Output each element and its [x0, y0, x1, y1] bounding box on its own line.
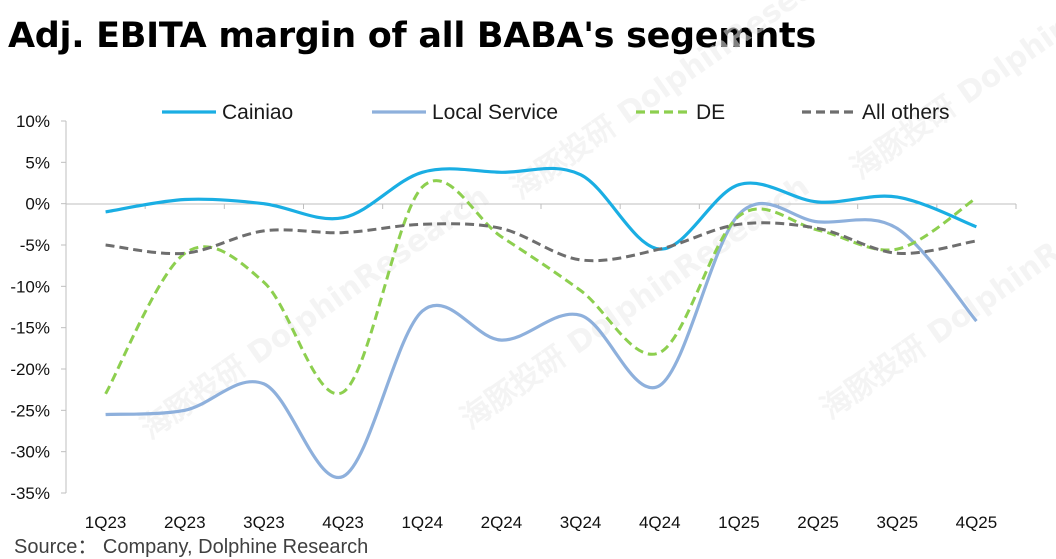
- legend-label-all-others: All others: [862, 101, 950, 124]
- x-tick-label: 2Q25: [797, 513, 839, 532]
- watermark-text: 海豚投研 DolphinResearch: [505, 0, 866, 207]
- series-line-all-others: [106, 223, 977, 261]
- y-tick-label: 0%: [25, 195, 50, 214]
- x-tick-label: 2Q24: [481, 513, 523, 532]
- legend-label-local-service: Local Service: [432, 101, 558, 124]
- x-tick-label: 1Q24: [401, 513, 443, 532]
- y-tick-label: -10%: [10, 277, 50, 296]
- y-tick-label: -35%: [10, 484, 50, 503]
- chart-legend: Cainiao Local Service DE All others: [162, 101, 950, 124]
- x-tick-label: 4Q25: [956, 513, 998, 532]
- x-tick-label: 3Q24: [560, 513, 602, 532]
- source-note: Source： Company, Dolphine Research: [14, 530, 368, 559]
- x-tick-label: 3Q25: [876, 513, 918, 532]
- legend-label-cainiao: Cainiao: [222, 101, 293, 124]
- x-tick-label: 1Q25: [718, 513, 760, 532]
- legend-label-de: DE: [696, 101, 725, 124]
- y-tick-label: -15%: [10, 319, 50, 338]
- y-tick-label: -30%: [10, 443, 50, 462]
- watermark-text: 海豚投研 DolphinResearch: [135, 179, 496, 447]
- y-tick-label: 5%: [25, 153, 50, 172]
- y-tick-label: -20%: [10, 360, 50, 379]
- y-tick-label: 10%: [16, 112, 50, 131]
- y-tick-label: -25%: [10, 401, 50, 420]
- series-line-local-service: [106, 204, 977, 478]
- y-tick-label: -5%: [20, 236, 50, 255]
- x-tick-label: 4Q24: [639, 513, 681, 532]
- watermark-text: 海豚投研 DolphinResearch: [845, 0, 1056, 187]
- series-lines: [106, 168, 977, 477]
- watermark-text: 海豚投研 DolphinResearch: [455, 169, 816, 437]
- y-axis-ticks: 10% 5% 0% -5% -10% -15% -20% -25% -30% -35%: [10, 112, 66, 503]
